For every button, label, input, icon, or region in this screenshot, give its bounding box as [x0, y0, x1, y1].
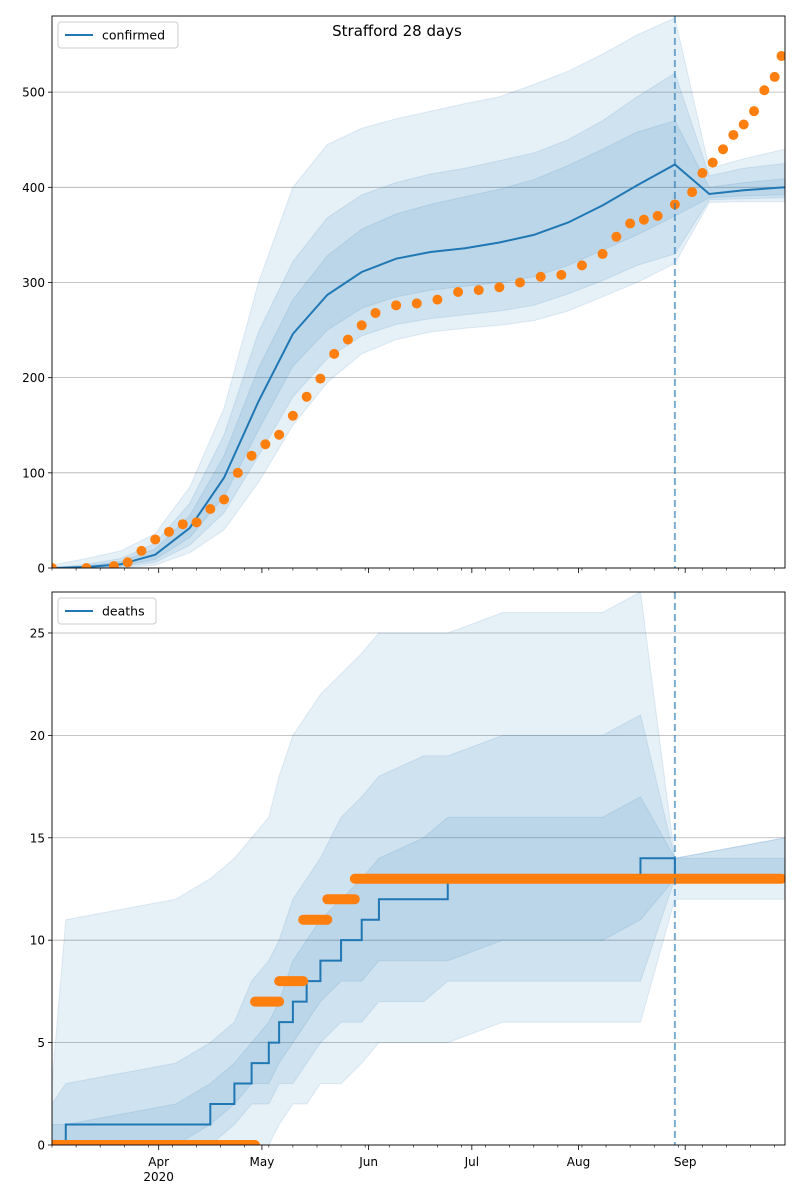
observed-point — [356, 320, 367, 331]
observed-point — [315, 373, 326, 384]
observed-point — [453, 287, 464, 297]
observed-point — [108, 561, 119, 568]
observed-point — [122, 557, 133, 568]
observed-point — [652, 210, 663, 221]
plot-area — [52, 17, 785, 568]
observed-point — [411, 298, 422, 309]
y-tick-label: 25 — [30, 626, 45, 640]
observed-point — [776, 50, 785, 61]
observed-point — [260, 439, 271, 450]
observed-point — [611, 231, 622, 242]
observed-point — [769, 71, 780, 82]
uncertainty-band-95 — [52, 592, 785, 1145]
x-tick-sublabel: 2020 — [143, 1170, 174, 1184]
observed-point — [697, 168, 708, 179]
fit-median-line — [52, 163, 785, 568]
observed-point — [707, 157, 718, 168]
x-tick-label: Jun — [358, 1155, 378, 1169]
y-tick-label: 300 — [22, 276, 45, 290]
observed-point — [274, 429, 285, 440]
x-tick-label: Jul — [464, 1155, 479, 1169]
observed-point — [52, 563, 57, 568]
uncertainty-band-80 — [52, 72, 785, 568]
observed-point — [81, 563, 92, 568]
observed-point — [556, 269, 567, 280]
observed-point — [638, 214, 649, 225]
observed-point — [597, 248, 608, 259]
observed-point — [738, 119, 749, 130]
plot-area — [52, 592, 785, 1145]
observed-point — [625, 218, 636, 229]
observed-point — [219, 494, 230, 505]
uncertainty-band-50 — [52, 120, 785, 568]
axes-frame — [51, 15, 786, 569]
y-tick-label: 15 — [30, 831, 45, 845]
y-tick-label: 100 — [22, 466, 45, 480]
observed-point — [150, 534, 161, 545]
observed-point — [191, 517, 202, 528]
observed-point — [473, 285, 484, 296]
y-tick-label: 10 — [30, 934, 45, 948]
y-tick-label: 200 — [22, 371, 45, 385]
observed-point — [728, 129, 739, 140]
y-tick-label: 0 — [37, 1139, 45, 1153]
observed-point — [329, 348, 340, 359]
observed-point — [494, 282, 505, 293]
observed-point — [205, 503, 216, 514]
y-tick-label: 5 — [37, 1036, 45, 1050]
legend-box — [57, 597, 157, 625]
observed-point — [370, 307, 381, 318]
observed-point — [287, 410, 298, 421]
legend-box — [57, 21, 179, 49]
legend: deaths — [57, 597, 157, 625]
observed-point — [177, 519, 188, 530]
legend-label: deaths — [102, 604, 145, 619]
observed-point — [749, 106, 760, 117]
figure-title: Strafford 28 days — [332, 22, 462, 40]
x-tick-label: May — [250, 1155, 275, 1169]
x-tick-label: Sep — [674, 1155, 697, 1169]
observed-point — [391, 300, 402, 311]
y-tick-label: 0 — [37, 562, 45, 576]
legend: confirmed — [57, 21, 179, 49]
uncertainty-band-95 — [52, 17, 785, 568]
observed-point — [342, 334, 353, 345]
y-tick-label: 20 — [30, 729, 45, 743]
y-tick-label: 400 — [22, 181, 45, 195]
observed-point — [246, 450, 257, 461]
axes-frame — [51, 591, 786, 1146]
observed-point — [535, 271, 546, 282]
observed-point — [576, 260, 587, 271]
observed-point — [301, 391, 312, 402]
observed-point — [432, 294, 443, 305]
observed-point — [232, 467, 243, 478]
confirmed-panel: 0 100 200 300 400 500 confirmed — [22, 15, 786, 576]
x-tick-label: Apr — [148, 1155, 169, 1169]
observed-point — [687, 187, 698, 198]
observed-point — [136, 545, 147, 556]
x-tick-label: Aug — [567, 1155, 590, 1169]
legend-label: confirmed — [102, 28, 165, 43]
observed-point — [759, 85, 770, 96]
uncertainty-band-80 — [52, 714, 785, 1145]
observed-point — [718, 144, 729, 155]
y-tick-label: 500 — [22, 86, 45, 100]
observed-point — [164, 526, 175, 537]
observed-point — [515, 277, 526, 288]
